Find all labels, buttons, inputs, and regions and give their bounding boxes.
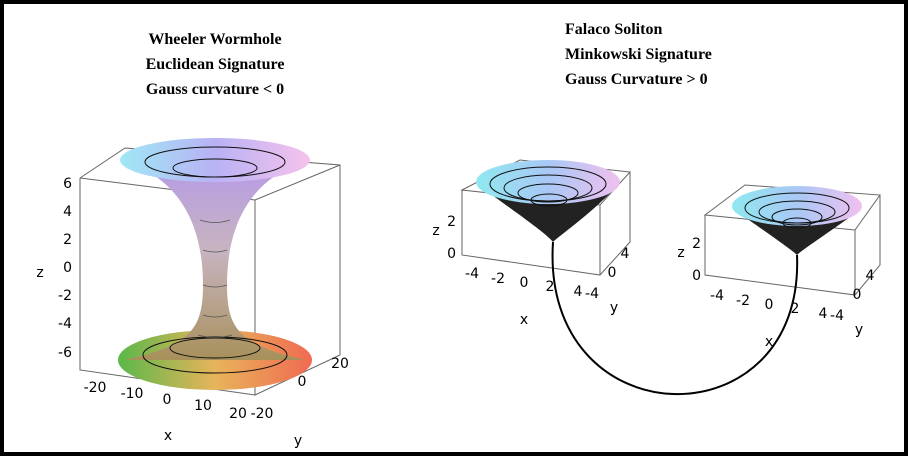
z-tick-label: 2 — [447, 214, 456, 230]
x-tick-label: -10 — [121, 386, 144, 402]
x-tick-label: -2 — [736, 293, 750, 309]
y-tick-label: -20 — [251, 406, 274, 422]
x-tick-label: 20 — [229, 406, 247, 422]
title-line: Minkowski Signature — [565, 46, 712, 63]
title-line: Falaco Soliton — [565, 21, 662, 38]
z-axis-label: z — [677, 245, 684, 261]
y-tick-label: -4 — [585, 286, 599, 302]
x-axis-label: x — [765, 334, 773, 350]
z-tick-label: 0 — [63, 260, 72, 276]
y-tick-label: 0 — [608, 265, 617, 281]
x-tick-label: 0 — [163, 392, 172, 408]
x-tick-label: -20 — [84, 380, 107, 396]
x-tick-label: 4 — [574, 284, 583, 300]
y-tick-label: 0 — [298, 374, 307, 390]
y-tick-label: 4 — [866, 268, 875, 284]
title-line: Gauss Curvature > 0 — [565, 71, 708, 88]
x-tick-label: 2 — [546, 279, 555, 295]
x-axis-label: x — [164, 428, 172, 444]
title-line: Euclidean Signature — [146, 56, 285, 73]
x-tick-label: 2 — [791, 301, 800, 317]
x-tick-label: 0 — [520, 275, 529, 291]
x-tick-label: -4 — [710, 288, 724, 304]
x-tick-label: -2 — [491, 271, 505, 287]
y-axis-label: y — [855, 322, 863, 338]
z-tick-label: -2 — [58, 288, 72, 304]
x-tick-label: 0 — [765, 297, 774, 313]
title-line: Gauss curvature < 0 — [146, 81, 284, 98]
y-tick-label: 20 — [331, 356, 349, 372]
z-tick-label: -4 — [58, 316, 72, 332]
x-axis-label: x — [520, 312, 528, 328]
z-tick-label: 2 — [63, 232, 72, 248]
y-tick-label: -4 — [830, 308, 844, 324]
x-tick-label: 10 — [194, 398, 212, 414]
y-axis-label: y — [294, 433, 302, 449]
z-axis-label: z — [36, 265, 43, 281]
x-tick-label: -4 — [465, 266, 479, 282]
z-tick-label: 4 — [63, 204, 72, 220]
x-tick-label: 4 — [819, 306, 828, 322]
figure: Wheeler Wormhole Euclidean Signature Gauss… — [0, 0, 908, 456]
z-tick-label: 6 — [63, 176, 72, 192]
title-line: Wheeler Wormhole — [148, 31, 281, 48]
y-axis-label: y — [610, 300, 618, 316]
y-tick-label: 0 — [853, 287, 862, 303]
z-tick-label: 0 — [692, 268, 701, 284]
z-tick-label: 0 — [447, 246, 456, 262]
z-tick-label: 2 — [692, 236, 701, 252]
z-axis-label: z — [432, 223, 439, 239]
z-tick-label: -6 — [58, 345, 72, 361]
y-tick-label: 4 — [621, 246, 630, 262]
